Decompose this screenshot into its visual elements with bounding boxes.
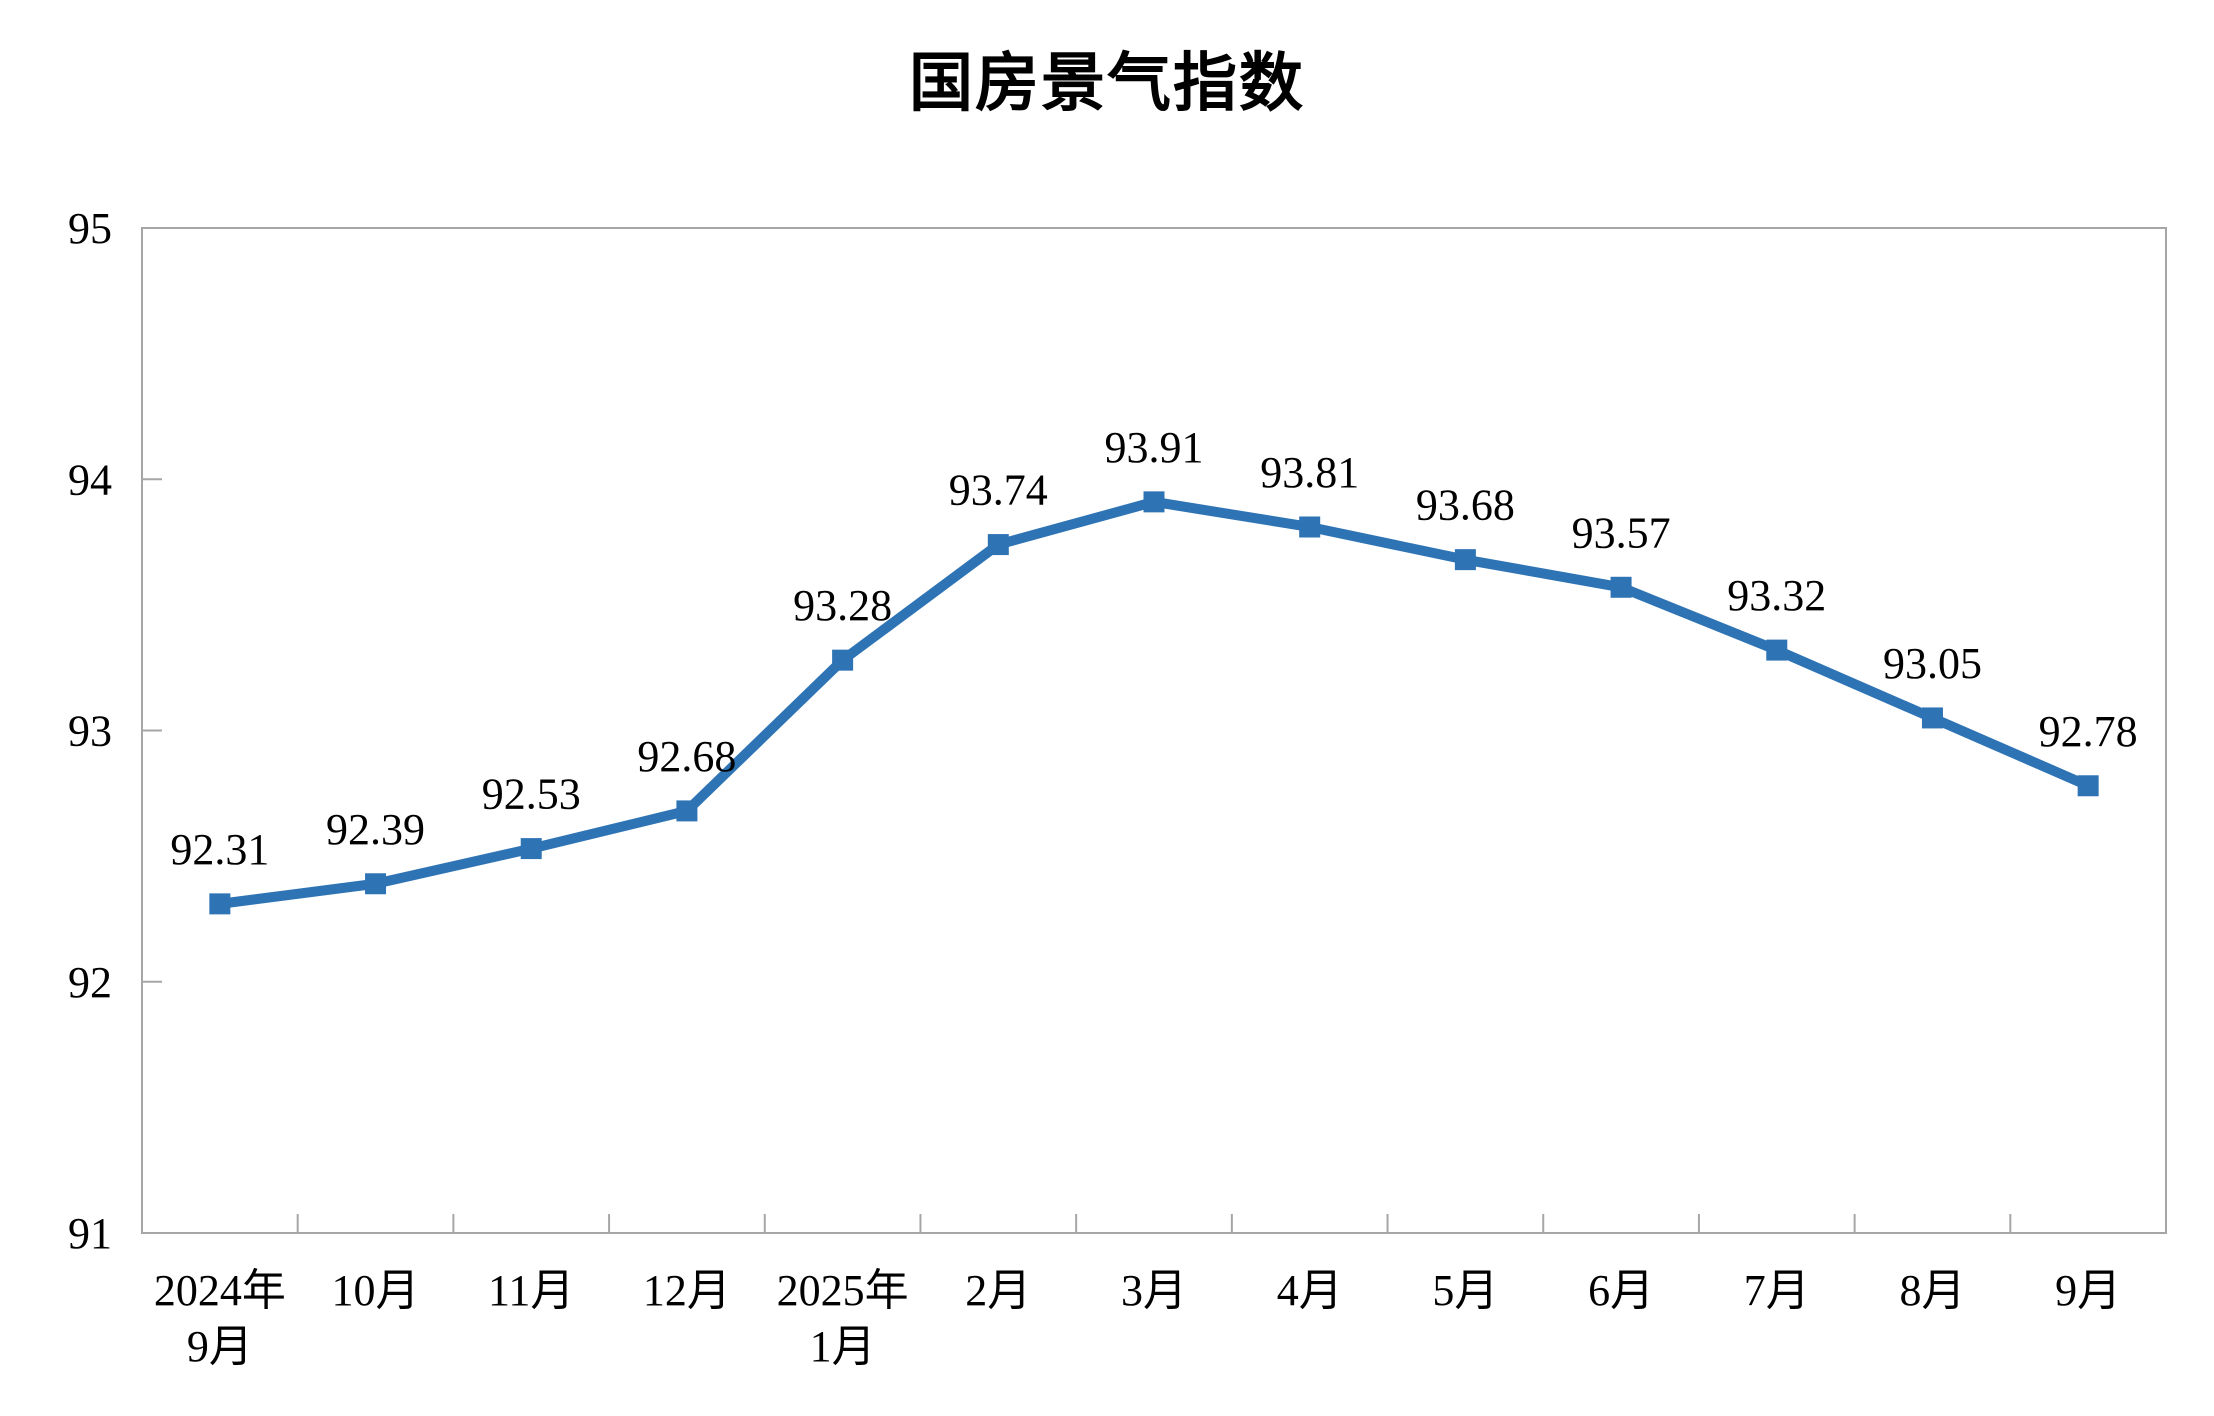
- data-label: 92.78: [2039, 707, 2138, 756]
- data-label: 93.32: [1727, 571, 1826, 620]
- data-label: 93.05: [1883, 639, 1982, 688]
- y-axis-tick-label: 95: [68, 204, 112, 253]
- x-axis-label: 3月: [1121, 1266, 1187, 1315]
- data-label: 93.91: [1105, 423, 1204, 472]
- x-axis-label: 12月: [643, 1266, 731, 1315]
- x-axis-label: 2024年: [154, 1266, 286, 1315]
- x-axis-label: 2月: [965, 1266, 1031, 1315]
- data-label: 92.53: [482, 770, 581, 819]
- x-axis-label: 9月: [187, 1322, 253, 1371]
- x-axis-label: 7月: [1744, 1266, 1810, 1315]
- y-axis-tick-label: 94: [68, 455, 112, 504]
- data-label: 93.57: [1572, 508, 1671, 557]
- data-point-marker: [832, 649, 854, 671]
- data-label: 92.39: [326, 805, 425, 854]
- data-label: 93.28: [793, 581, 892, 630]
- data-point-marker: [365, 873, 387, 895]
- data-point-marker: [1610, 576, 1632, 598]
- data-label: 92.68: [637, 732, 736, 781]
- data-point-marker: [1921, 707, 1943, 729]
- data-point-marker: [1143, 491, 1165, 513]
- x-axis-label: 11月: [488, 1266, 574, 1315]
- x-axis-label: 8月: [1899, 1266, 1965, 1315]
- plot-border: [141, 227, 2167, 1234]
- data-point-marker: [1454, 549, 1476, 571]
- x-axis-label: 9月: [2055, 1266, 2121, 1315]
- chart-title: 国房景气指数: [909, 47, 1305, 119]
- y-axis-tick-label: 91: [68, 1209, 112, 1258]
- data-point-marker: [209, 893, 231, 915]
- data-point-marker: [987, 534, 1009, 556]
- data-label: 92.31: [170, 825, 269, 874]
- data-point-marker: [520, 838, 542, 860]
- y-axis-tick-label: 93: [68, 707, 112, 756]
- y-axis-tick-label: 92: [68, 958, 112, 1007]
- data-point-marker: [676, 800, 698, 822]
- data-line: [214, 496, 2094, 909]
- x-axis-label: 4月: [1277, 1266, 1343, 1315]
- data-point-marker: [2077, 775, 2099, 797]
- x-axis-label: 2025年: [777, 1266, 909, 1315]
- data-label: 93.68: [1416, 481, 1515, 530]
- data-label: 93.81: [1260, 448, 1359, 497]
- x-axis-label: 10月: [332, 1266, 420, 1315]
- data-label: 93.74: [949, 466, 1048, 515]
- x-axis-label: 5月: [1432, 1266, 1498, 1315]
- x-axis-label: 1月: [810, 1322, 876, 1371]
- data-point-marker: [1766, 639, 1788, 661]
- data-point-marker: [1299, 516, 1321, 538]
- x-axis-label: 6月: [1588, 1266, 1654, 1315]
